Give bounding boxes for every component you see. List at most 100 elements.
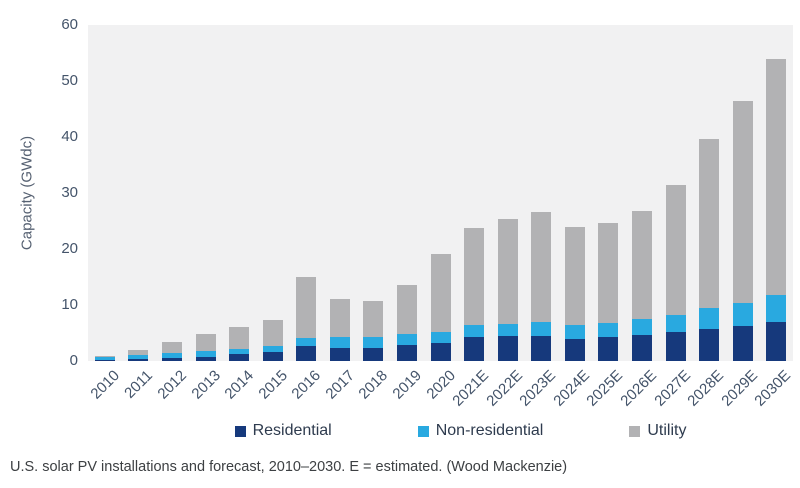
bar-segment-residential bbox=[396, 345, 417, 361]
bar-segment-utility bbox=[497, 218, 518, 324]
y-tick-label: 20 bbox=[61, 240, 78, 257]
bar-2023E bbox=[531, 212, 552, 361]
bar-segment-residential bbox=[195, 356, 216, 361]
bar-segment-utility bbox=[329, 298, 350, 338]
y-tick-label: 10 bbox=[61, 296, 78, 313]
y-tick-label: 50 bbox=[61, 72, 78, 89]
bar-segment-utility bbox=[564, 226, 585, 326]
bar-segment-utility bbox=[430, 253, 451, 332]
bar-segment-non-residential bbox=[363, 337, 384, 348]
bar-segment-utility bbox=[195, 334, 216, 351]
bar-segment-utility bbox=[396, 285, 417, 335]
bar-segment-utility bbox=[363, 301, 384, 338]
bar-segment-residential bbox=[766, 321, 787, 361]
bar-segment-residential bbox=[464, 336, 485, 361]
plot-area bbox=[88, 25, 793, 361]
bar-segment-utility bbox=[766, 58, 787, 295]
bar-segment-non-residential bbox=[665, 315, 686, 333]
bar-2011 bbox=[128, 350, 149, 361]
y-axis: 0 10 20 30 40 50 60 bbox=[28, 0, 78, 400]
y-tick-label: 40 bbox=[61, 128, 78, 145]
bar-segment-non-residential bbox=[94, 357, 115, 360]
bar-segment-residential bbox=[699, 329, 720, 361]
legend-label: Utility bbox=[647, 422, 687, 439]
bar-2012 bbox=[161, 341, 182, 361]
bar-segment-residential bbox=[363, 347, 384, 361]
bar-segment-utility bbox=[531, 212, 552, 322]
bar-segment-utility bbox=[699, 138, 720, 309]
bar-segment-utility bbox=[229, 326, 250, 349]
bar-segment-non-residential bbox=[564, 325, 585, 339]
bar-segment-utility bbox=[665, 184, 686, 316]
bar-segment-residential bbox=[94, 359, 115, 361]
bar-segment-non-residential bbox=[631, 319, 652, 336]
y-tick-label: 0 bbox=[69, 352, 78, 369]
bar-segment-residential bbox=[531, 335, 552, 361]
bar-segment-utility bbox=[94, 356, 115, 358]
bar-2015 bbox=[262, 320, 283, 361]
bar-segment-residential bbox=[329, 347, 350, 361]
chart-caption: U.S. solar PV installations and forecast… bbox=[10, 459, 568, 475]
bar-segment-residential bbox=[665, 332, 686, 361]
legend-item-utility: Utility bbox=[629, 422, 686, 440]
legend-item-non-residential: Non-residential bbox=[417, 422, 544, 440]
bar-segment-non-residential bbox=[464, 325, 485, 337]
legend-swatch-icon bbox=[234, 425, 246, 437]
bar-segment-residential bbox=[430, 343, 451, 361]
bar-segment-non-residential bbox=[128, 354, 149, 360]
bar-segment-residential bbox=[732, 325, 753, 361]
bar-segment-residential bbox=[631, 335, 652, 361]
bar-2019 bbox=[396, 285, 417, 361]
bar-segment-non-residential bbox=[396, 334, 417, 346]
bar-2010 bbox=[94, 356, 115, 361]
bar-segment-residential bbox=[128, 359, 149, 361]
bar-segment-residential bbox=[296, 346, 317, 361]
bar-segment-residential bbox=[598, 337, 619, 361]
bar-2018 bbox=[363, 301, 384, 361]
bar-segment-non-residential bbox=[262, 345, 283, 353]
bar-segment-utility bbox=[296, 277, 317, 338]
legend-label: Non-residential bbox=[435, 422, 544, 439]
bar-2028E bbox=[699, 138, 720, 361]
bar-2013 bbox=[195, 334, 216, 361]
bar-segment-non-residential bbox=[699, 308, 720, 330]
bar-2027E bbox=[665, 184, 686, 361]
bar-2016 bbox=[296, 277, 317, 361]
legend-swatch-icon bbox=[629, 425, 641, 437]
bar-segment-non-residential bbox=[430, 331, 451, 344]
bar-segment-utility bbox=[598, 222, 619, 324]
bar-segment-non-residential bbox=[598, 323, 619, 338]
bar-segment-non-residential bbox=[161, 352, 182, 359]
bar-2017 bbox=[329, 298, 350, 361]
bar-segment-residential bbox=[262, 352, 283, 361]
bar-2022E bbox=[497, 218, 518, 361]
bar-segment-non-residential bbox=[732, 302, 753, 326]
bar-segment-utility bbox=[262, 320, 283, 346]
bar-2026E bbox=[631, 210, 652, 361]
bar-segment-residential bbox=[497, 336, 518, 361]
y-tick-label: 30 bbox=[61, 184, 78, 201]
bar-2029E bbox=[732, 100, 753, 361]
bar-segment-non-residential bbox=[329, 337, 350, 348]
bar-segment-non-residential bbox=[766, 294, 787, 322]
bar-segment-residential bbox=[229, 354, 250, 361]
bar-2025E bbox=[598, 222, 619, 361]
bar-segment-residential bbox=[564, 338, 585, 361]
bar-2014 bbox=[229, 326, 250, 361]
bar-segment-non-residential bbox=[497, 323, 518, 337]
legend: Residential Non-residential Utility bbox=[108, 422, 800, 440]
bar-2020 bbox=[430, 253, 451, 361]
bar-segment-non-residential bbox=[229, 348, 250, 355]
bar-segment-utility bbox=[161, 341, 182, 353]
legend-item-residential: Residential bbox=[234, 422, 332, 440]
bar-segment-residential bbox=[161, 358, 182, 361]
bar-segment-utility bbox=[128, 350, 149, 355]
bar-2021E bbox=[464, 228, 485, 361]
bar-segment-utility bbox=[464, 228, 485, 326]
bar-2024E bbox=[564, 226, 585, 361]
bar-segment-non-residential bbox=[296, 337, 317, 347]
y-tick-label: 60 bbox=[61, 16, 78, 33]
bar-segment-non-residential bbox=[531, 321, 552, 336]
legend-swatch-icon bbox=[417, 425, 429, 437]
